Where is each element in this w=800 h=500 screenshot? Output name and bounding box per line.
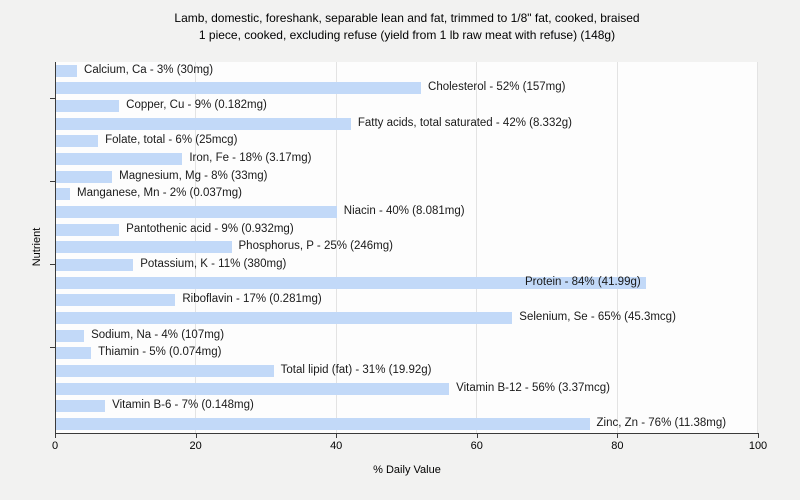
bar-label: Riboflavin - 17% (0.281mg) xyxy=(182,293,322,306)
bar-row-manganese-mn: Manganese, Mn - 2% (0.037mg) xyxy=(56,186,758,204)
x-tick-40 xyxy=(336,434,338,438)
x-axis-title: % Daily Value xyxy=(373,464,441,476)
bar-row-thiamin: Thiamin - 5% (0.074mg) xyxy=(56,345,758,363)
bar xyxy=(56,170,113,183)
bar xyxy=(56,117,351,130)
gridline-x-60 xyxy=(476,62,478,433)
bar-row-sodium-na: Sodium, Na - 4% (107mg) xyxy=(56,327,758,345)
x-tick-label-60: 60 xyxy=(470,440,483,452)
bar xyxy=(56,329,85,342)
x-tick-0 xyxy=(55,434,56,438)
y-tick-3 xyxy=(50,347,55,348)
bar-label: Thiamin - 5% (0.074mg) xyxy=(98,346,222,359)
bar-row-vitamin-b-12: Vitamin B-12 - 56% (3.37mcg) xyxy=(56,380,758,398)
bar-row-cholesterol: Cholesterol - 52% (157mg) xyxy=(56,80,758,98)
bar xyxy=(56,188,71,201)
bar-label: Iron, Fe - 18% (3.17mg) xyxy=(189,152,312,165)
bar xyxy=(56,259,134,272)
bar xyxy=(56,241,232,254)
bar xyxy=(56,294,176,307)
gridline-x-80 xyxy=(616,62,618,433)
bar-row-folate-total: Folate, total - 6% (25mcg) xyxy=(56,133,758,151)
bar-row-iron-fe: Iron, Fe - 18% (3.17mg) xyxy=(56,150,758,168)
x-tick-60 xyxy=(476,434,478,438)
bar-row-fatty-acids-total-saturated: Fatty acids, total saturated - 42% (8.33… xyxy=(56,115,758,133)
bar-row-niacin: Niacin - 40% (8.081mg) xyxy=(56,203,758,221)
bar-row-total-lipid-fat-: Total lipid (fat) - 31% (19.92g) xyxy=(56,362,758,380)
bar xyxy=(56,347,92,360)
y-axis-title: Nutrient xyxy=(31,227,43,267)
bar-row-vitamin-b-6: Vitamin B-6 - 7% (0.148mg) xyxy=(56,398,758,416)
bar-row-protein: Protein - 84% (41.99g) xyxy=(56,274,758,292)
bar-row-copper-cu: Copper, Cu - 9% (0.182mg) xyxy=(56,97,758,115)
bar xyxy=(56,82,422,95)
chart-title: Lamb, domestic, foreshank, separable lea… xyxy=(55,10,759,44)
y-tick-1 xyxy=(50,181,55,182)
bar-row-riboflavin: Riboflavin - 17% (0.281mg) xyxy=(56,292,758,310)
bar-row-potassium-k: Potassium, K - 11% (380mg) xyxy=(56,256,758,274)
x-tick-label-20: 20 xyxy=(189,440,202,452)
bar-label: Manganese, Mn - 2% (0.037mg) xyxy=(77,187,242,200)
bar-label: Total lipid (fat) - 31% (19.92g) xyxy=(280,364,432,377)
bar xyxy=(56,418,590,431)
bar xyxy=(56,400,106,413)
bar-row-phosphorus-p: Phosphorus, P - 25% (246mg) xyxy=(56,239,758,257)
bar xyxy=(56,153,183,166)
x-tick-label-100: 100 xyxy=(748,440,768,452)
bar xyxy=(56,365,274,378)
y-tick-2 xyxy=(50,264,55,265)
bar-label: Fatty acids, total saturated - 42% (8.33… xyxy=(357,116,572,129)
bar-label: Vitamin B-6 - 7% (0.148mg) xyxy=(112,399,254,412)
y-tick-0 xyxy=(50,98,55,99)
bar-label: Folate, total - 6% (25mcg) xyxy=(105,134,238,147)
bar xyxy=(56,100,120,113)
x-tick-label-40: 40 xyxy=(330,440,343,452)
chart-title-line2: 1 piece, cooked, excluding refuse (yield… xyxy=(198,28,616,42)
chart-title-line1: Lamb, domestic, foreshank, separable lea… xyxy=(174,11,640,25)
bar xyxy=(56,382,450,395)
bar-label: Magnesium, Mg - 8% (33mg) xyxy=(119,169,268,182)
x-tick-100 xyxy=(758,434,759,438)
plot-area: Calcium, Ca - 3% (30mg) Cholesterol - 52%… xyxy=(56,62,758,433)
x-tick-20 xyxy=(195,434,197,438)
bar xyxy=(56,206,337,219)
bar xyxy=(56,312,513,325)
bar-label: Sodium, Na - 4% (107mg) xyxy=(91,328,225,341)
x-tick-label-80: 80 xyxy=(611,440,624,452)
y-axis-line xyxy=(55,62,56,434)
bar xyxy=(56,276,646,289)
bar-label: Calcium, Ca - 3% (30mg) xyxy=(84,63,214,76)
bar-label: Cholesterol - 52% (157mg) xyxy=(428,81,566,94)
bar-label: Phosphorus, P - 25% (246mg) xyxy=(238,240,393,253)
bar xyxy=(56,64,78,77)
bar xyxy=(56,135,99,148)
bar-label: Copper, Cu - 9% (0.182mg) xyxy=(126,99,267,112)
bar-label: Potassium, K - 11% (380mg) xyxy=(140,258,287,271)
x-tick-80 xyxy=(617,434,619,438)
bar-label: Zinc, Zn - 76% (11.38mg) xyxy=(596,417,727,430)
bar-row-calcium-ca: Calcium, Ca - 3% (30mg) xyxy=(56,62,758,80)
bar-row-zinc-zn: Zinc, Zn - 76% (11.38mg) xyxy=(56,415,758,433)
bar-label: Vitamin B-12 - 56% (3.37mcg) xyxy=(456,381,610,394)
bar-row-pantothenic-acid: Pantothenic acid - 9% (0.932mg) xyxy=(56,221,758,239)
x-tick-label-0: 0 xyxy=(51,440,59,452)
bar-label: Pantothenic acid - 9% (0.932mg) xyxy=(126,222,294,235)
x-axis-line xyxy=(55,433,759,434)
bar-row-selenium-se: Selenium, Se - 65% (45.3mcg) xyxy=(56,309,758,327)
bar-row-magnesium-mg: Magnesium, Mg - 8% (33mg) xyxy=(56,168,758,186)
bar-label: Niacin - 40% (8.081mg) xyxy=(343,205,465,218)
bar xyxy=(56,223,120,236)
gridline-x-40 xyxy=(335,62,337,433)
bar-label: Protein - 84% (41.99g) xyxy=(524,275,641,288)
bar-label: Selenium, Se - 65% (45.3mcg) xyxy=(519,311,676,324)
gridline-x-100 xyxy=(757,62,758,433)
